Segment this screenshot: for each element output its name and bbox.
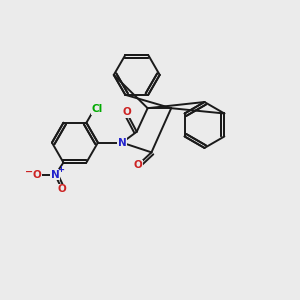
Text: +: + [58,165,64,174]
Text: O: O [32,170,41,180]
Text: N: N [51,170,60,180]
Text: O: O [133,160,142,170]
Text: N: N [118,138,126,148]
Text: O: O [122,107,131,117]
Text: Cl: Cl [92,104,103,115]
Text: O: O [58,184,66,194]
Text: −: − [25,167,33,176]
